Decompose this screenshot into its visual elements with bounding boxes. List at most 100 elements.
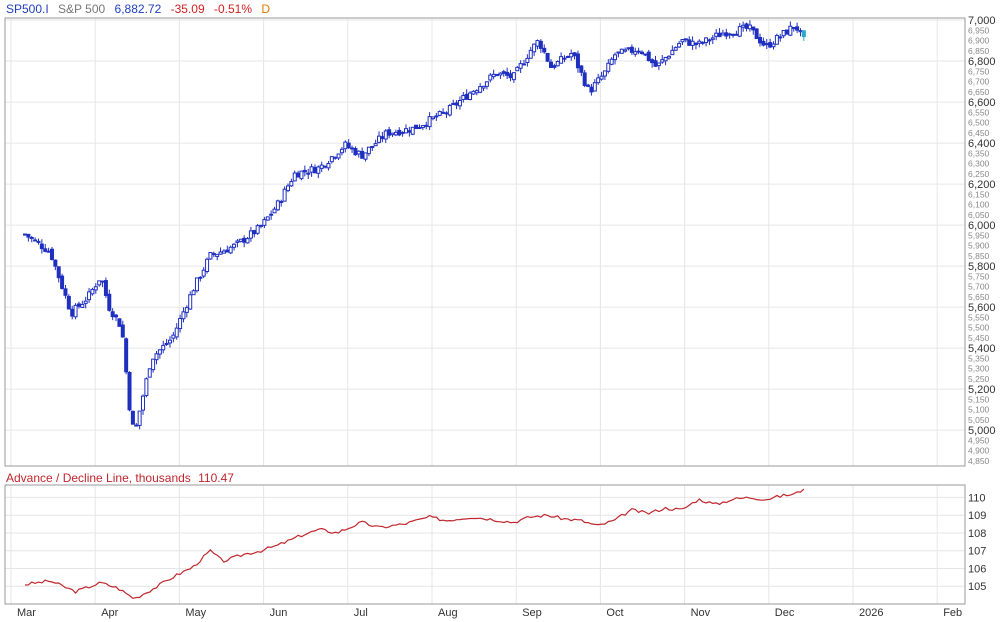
candle-body — [167, 339, 172, 344]
candle-body — [103, 280, 108, 296]
candle-body — [100, 280, 105, 283]
price-minor-tick-label: 5,250 — [968, 374, 990, 384]
candle-body — [151, 358, 156, 371]
candle-body — [76, 303, 81, 307]
candle-body — [666, 55, 671, 59]
indicator-axis: 105 106 107 108 109 110 — [968, 492, 986, 593]
candle-body — [761, 40, 766, 46]
price-minor-tick-label: 5,900 — [968, 241, 990, 251]
candle-body — [555, 61, 560, 67]
time-tick-label: Aug — [438, 607, 458, 619]
candle-body — [306, 172, 311, 175]
candle-body — [663, 56, 668, 62]
candle-body — [491, 73, 496, 78]
price-minor-tick-label: 6,850 — [968, 46, 990, 56]
price-minor-tick-label: 4,900 — [968, 446, 990, 456]
candle-body — [171, 334, 176, 339]
candle-body — [343, 141, 348, 150]
candle-body — [235, 240, 240, 243]
candle-body — [447, 105, 452, 116]
price-minor-tick-label: 5,650 — [968, 292, 990, 302]
candle-body — [70, 308, 75, 317]
candle-body — [690, 40, 695, 46]
candle-body — [764, 43, 769, 46]
candle-body — [211, 253, 216, 256]
price-tick-label: 6,800 — [968, 56, 996, 68]
candle-body — [97, 280, 102, 286]
candle-body — [201, 269, 206, 277]
candle-body — [400, 131, 405, 134]
price-tick-label: 5,000 — [968, 425, 996, 437]
price-minor-tick-label: 6,750 — [968, 66, 990, 76]
candle-body — [548, 61, 553, 68]
instrument-name: S&P 500 — [58, 2, 106, 16]
candle-body — [285, 185, 290, 192]
time-tick-label: Jun — [270, 607, 288, 619]
candle-body — [545, 52, 550, 62]
candle-body — [559, 56, 564, 64]
indicator-tick-label: 105 — [968, 581, 986, 593]
candle-body — [39, 243, 44, 250]
candle-body — [670, 49, 675, 56]
candle-body — [606, 62, 611, 72]
candle-body — [623, 49, 628, 52]
candle-body — [781, 29, 786, 37]
time-tick-label: Nov — [691, 607, 711, 619]
candle-body — [653, 60, 658, 67]
candle-body — [309, 166, 314, 173]
price-tick-label: 5,800 — [968, 261, 996, 273]
candle-body — [124, 338, 129, 373]
candle-body — [228, 246, 233, 254]
ticker-symbol[interactable]: SP500.I — [6, 2, 49, 16]
candle-body — [700, 41, 705, 44]
candle-body — [478, 86, 483, 93]
candle-body — [316, 166, 321, 174]
candle-body — [80, 303, 85, 308]
candle-body — [147, 368, 152, 378]
candle-body — [36, 240, 41, 243]
advance-decline-line — [24, 488, 805, 600]
price-minor-tick-label: 6,900 — [968, 36, 990, 46]
price-minor-tick-label: 5,850 — [968, 251, 990, 261]
candle-body — [360, 150, 365, 159]
candle-body — [43, 248, 48, 252]
price-minor-tick-label: 6,950 — [968, 25, 990, 35]
candle-body — [427, 116, 432, 128]
candle-body — [461, 95, 466, 100]
price-minor-tick-label: 5,100 — [968, 405, 990, 415]
price-tick-label: 6,600 — [968, 97, 996, 109]
candle-body — [589, 86, 594, 93]
candle-body — [724, 32, 729, 37]
frequency-label[interactable]: D — [261, 2, 271, 16]
candle-body — [130, 410, 135, 425]
candle-body — [484, 81, 489, 87]
candle-body — [562, 57, 567, 60]
price-tick-label: 6,000 — [968, 220, 996, 232]
price-minor-tick-label: 5,950 — [968, 230, 990, 240]
candle-body — [393, 131, 398, 136]
candle-body — [255, 225, 260, 234]
candle-body — [508, 73, 513, 79]
candle-body — [141, 395, 146, 411]
price-minor-tick-label: 6,650 — [968, 87, 990, 97]
price-minor-tick-label: 6,250 — [968, 169, 990, 179]
time-axis: Mar Apr May Jun Jul Aug Sep Oct Nov Dec 2026 Feb — [17, 607, 962, 619]
candle-body — [737, 26, 742, 37]
candle-body — [656, 62, 661, 67]
candle-body — [444, 112, 449, 115]
candle-body — [592, 82, 597, 92]
candle-body — [333, 156, 338, 159]
time-tick-label: Sep — [522, 607, 542, 619]
candle-body — [225, 249, 230, 253]
indicator-pane-frame — [4, 484, 966, 605]
price-minor-tick-label: 5,150 — [968, 394, 990, 404]
candle-body — [353, 148, 358, 156]
candle-body — [407, 130, 412, 133]
candle-body — [184, 307, 189, 313]
indicator-tick-label: 109 — [968, 510, 986, 522]
candle-body — [616, 51, 621, 54]
price-minor-tick-label: 5,300 — [968, 364, 990, 374]
candle-body — [414, 124, 419, 130]
price-change: -35.09 — [170, 2, 205, 16]
candle-body — [609, 58, 614, 65]
